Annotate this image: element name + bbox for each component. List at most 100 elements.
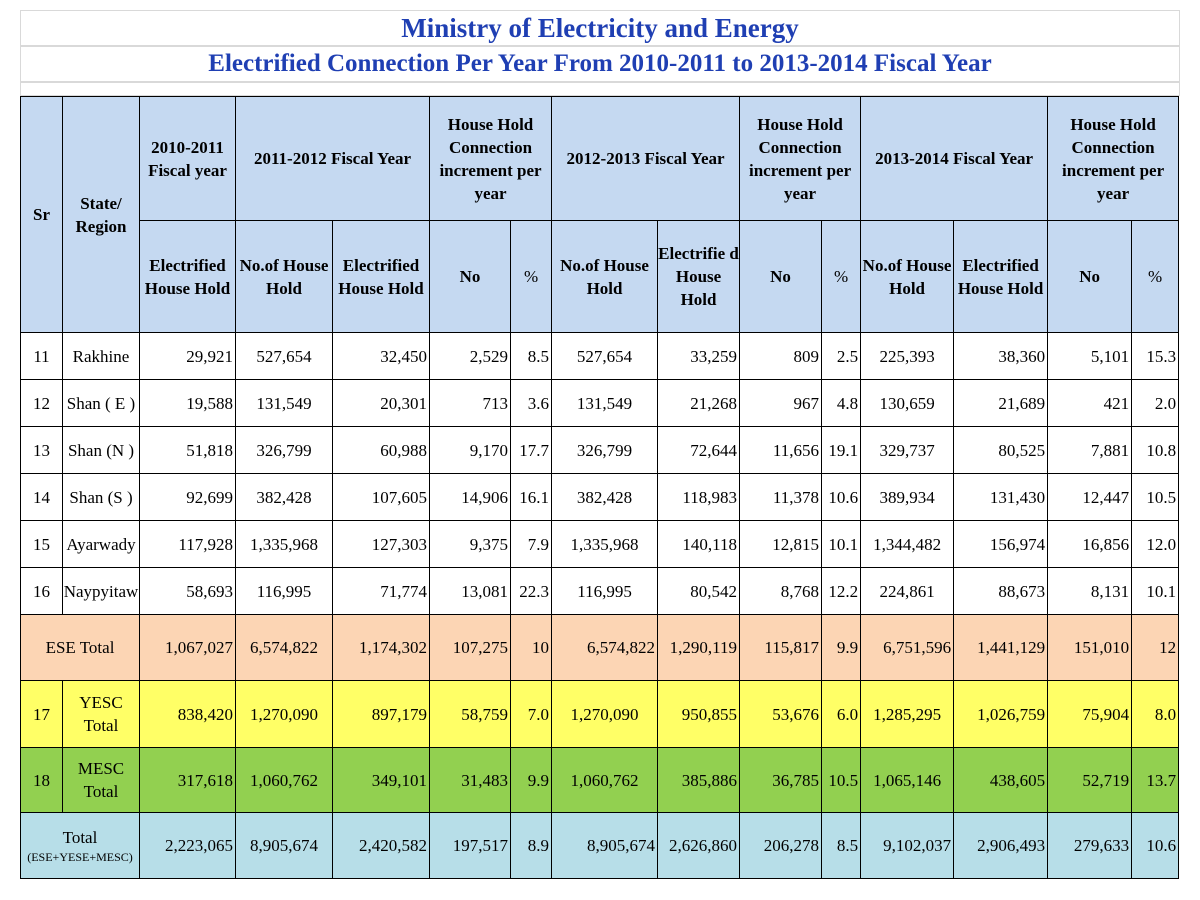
electrification-table: Sr State/ Region 2010-2011 Fiscal year 2… [20, 96, 1180, 879]
cell: 10.5 [821, 747, 862, 813]
cell: 1,344,482 [860, 520, 955, 568]
cell: 421 [1047, 379, 1133, 427]
cell: 92,699 [139, 473, 236, 521]
cell: 12,815 [739, 520, 823, 568]
cell: 8,768 [739, 567, 823, 615]
cell: 1,270,090 [235, 680, 333, 748]
spacer-row [20, 82, 1180, 96]
cell: 326,799 [235, 426, 333, 474]
fy-2012-header: 2012-2013 Fiscal Year [551, 96, 741, 221]
cell: 9,375 [429, 520, 512, 568]
cell: 16.1 [510, 473, 553, 521]
cell: 206,278 [739, 812, 823, 879]
row-sr: 15 [20, 520, 63, 568]
cell: 9,170 [429, 426, 512, 474]
cell: 1,335,968 [551, 520, 659, 568]
fy-2011-header: 2011-2012 Fiscal Year [234, 96, 431, 221]
cell: 13,081 [429, 567, 512, 615]
row-sr: 12 [20, 379, 63, 427]
cell: 897,179 [331, 680, 431, 748]
page-subtitle: Electrified Connection Per Year From 201… [20, 46, 1180, 82]
cell: 88,673 [953, 567, 1049, 615]
cell: 3.6 [510, 379, 553, 427]
cell: 967 [739, 379, 823, 427]
cell: 14,906 [429, 473, 512, 521]
cell: 107,275 [429, 614, 512, 681]
cell: 10.1 [1131, 567, 1180, 615]
cell: 8,905,674 [235, 812, 333, 879]
row-region: Ayarwady [62, 520, 140, 568]
row-region: Naypyitaw [62, 567, 140, 615]
mesc-total-row: 18 MESC Total 317,618 1,060,762 349,101 … [20, 747, 1180, 813]
table-row: 14 Shan (S ) 92,699 382,428 107,605 14,9… [20, 473, 1180, 521]
col-pct: % [510, 220, 553, 333]
cell: 115,817 [739, 614, 823, 681]
cell: 6,751,596 [860, 614, 955, 681]
cell: 2,906,493 [953, 812, 1049, 879]
row-sr: 18 [20, 747, 63, 813]
row-region: Shan ( E ) [62, 379, 140, 427]
col-no-of-hh: No.of House Hold [235, 220, 333, 333]
cell: 130,659 [860, 379, 955, 427]
ese-total-label: ESE Total [20, 614, 140, 681]
cell: 80,542 [657, 567, 741, 615]
cell: 382,428 [551, 473, 659, 521]
cell: 38,360 [953, 332, 1049, 380]
cell: 8,905,674 [551, 812, 659, 879]
state-region-header: State/ Region [62, 96, 140, 333]
header-row-2: Electrified House Hold No.of House Hold … [21, 220, 1180, 333]
grand-total-label-cell: Total (ESE+YESE+MESC) [20, 812, 140, 879]
cell: 197,517 [429, 812, 512, 879]
cell: 527,654 [551, 332, 659, 380]
col-no: No [1047, 220, 1133, 333]
cell: 127,303 [331, 520, 431, 568]
cell: 329,737 [860, 426, 955, 474]
cell: 31,483 [429, 747, 512, 813]
cell: 131,549 [551, 379, 659, 427]
cell: 51,818 [139, 426, 236, 474]
cell: 33,259 [657, 332, 741, 380]
header-row-1: Sr State/ Region 2010-2011 Fiscal year 2… [20, 96, 1180, 333]
cell: 80,525 [953, 426, 1049, 474]
col-electrified-hh: Electrified House Hold [139, 220, 236, 333]
cell: 116,995 [235, 567, 333, 615]
cell: 1,441,129 [953, 614, 1049, 681]
cell: 1,174,302 [331, 614, 431, 681]
cell: 12,447 [1047, 473, 1133, 521]
cell: 15.3 [1131, 332, 1180, 380]
cell: 1,060,762 [235, 747, 333, 813]
cell: 5,101 [1047, 332, 1133, 380]
cell: 60,988 [331, 426, 431, 474]
cell: 10.6 [821, 473, 862, 521]
cell: 1,285,295 [860, 680, 955, 748]
cell: 1,060,762 [551, 747, 659, 813]
cell: 117,928 [139, 520, 236, 568]
cell: 19.1 [821, 426, 862, 474]
grand-total-label: Total [62, 828, 98, 847]
cell: 2,223,065 [139, 812, 236, 879]
cell: 118,983 [657, 473, 741, 521]
page-title: Ministry of Electricity and Energy [20, 10, 1180, 46]
cell: 156,974 [953, 520, 1049, 568]
col-electrified-hh: Electrifie d House Hold [657, 220, 741, 333]
row-region: Shan (S ) [62, 473, 140, 521]
cell: 53,676 [739, 680, 823, 748]
table-row: 12 Shan ( E ) 19,588 131,549 20,301 713 … [20, 379, 1180, 427]
cell: 382,428 [235, 473, 333, 521]
cell: 36,785 [739, 747, 823, 813]
cell: 19,588 [139, 379, 236, 427]
cell: 8.5 [821, 812, 862, 879]
table-row: 13 Shan (N ) 51,818 326,799 60,988 9,170… [20, 426, 1180, 474]
cell: 326,799 [551, 426, 659, 474]
cell: 8,131 [1047, 567, 1133, 615]
cell: 713 [429, 379, 512, 427]
col-pct: % [1131, 220, 1180, 333]
cell: 12 [1131, 614, 1180, 681]
cell: 2,626,860 [657, 812, 741, 879]
cell: 9,102,037 [860, 812, 955, 879]
row-region: Rakhine [62, 332, 140, 380]
increment-header-2: House Hold Connection increment per year [739, 96, 862, 221]
row-sr: 11 [20, 332, 63, 380]
cell: 8.0 [1131, 680, 1180, 748]
cell: 52,719 [1047, 747, 1133, 813]
